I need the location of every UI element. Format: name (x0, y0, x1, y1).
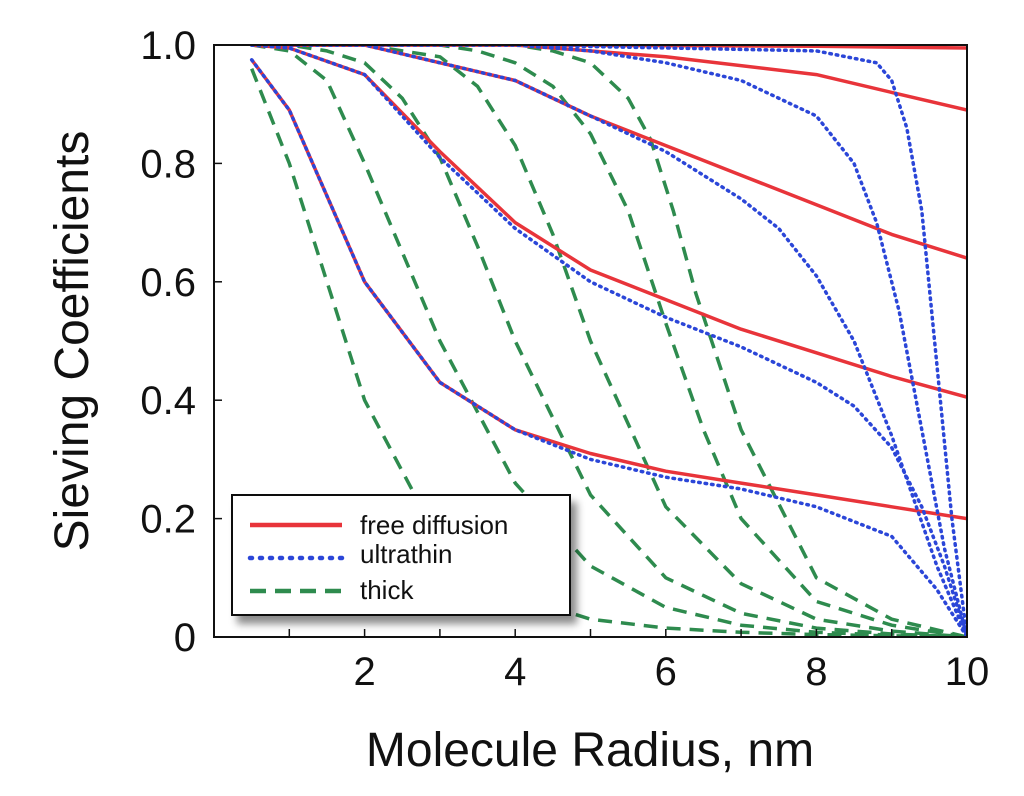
x-tick-label: 2 (353, 650, 375, 694)
series-line-free-diffusion-3 (251, 45, 967, 112)
x-tick-label: 10 (945, 650, 990, 694)
legend-box (231, 494, 571, 616)
legend: free diffusion ultrathin thick (231, 494, 571, 616)
legend-label-thick: thick (360, 575, 414, 605)
x-axis-title: Molecule Radius, nm (366, 724, 814, 777)
y-tick-label: 1.0 (140, 24, 196, 68)
legend-label-ultrathin: ultrathin (360, 539, 453, 569)
series-line-ultrathin-8 (249, 45, 967, 637)
x-tick-label: 4 (504, 650, 526, 694)
series-line-ultrathin-7 (249, 45, 967, 637)
y-tick-label: 0.4 (140, 379, 196, 423)
y-tick-label: 0.6 (140, 261, 196, 305)
x-tick-label: 8 (805, 650, 827, 694)
series-line-ultrathin-9 (249, 45, 967, 637)
x-tick-label: 6 (655, 650, 677, 694)
series-line-ultrathin-5 (249, 58, 967, 637)
y-tick-label: 0 (174, 616, 196, 660)
y-tick-label: 0.8 (140, 142, 196, 186)
series-line-thick-12 (251, 45, 967, 637)
series-line-ultrathin-6 (249, 45, 967, 637)
y-tick-label: 0.2 (140, 498, 196, 542)
legend-label-free-diffusion: free diffusion (360, 510, 508, 540)
y-axis-title: Sieving Coefficients (46, 131, 99, 552)
ticks-layer: 2 4 6 8 10 0 0.2 0.4 0.6 0.8 1.0 (140, 24, 989, 694)
